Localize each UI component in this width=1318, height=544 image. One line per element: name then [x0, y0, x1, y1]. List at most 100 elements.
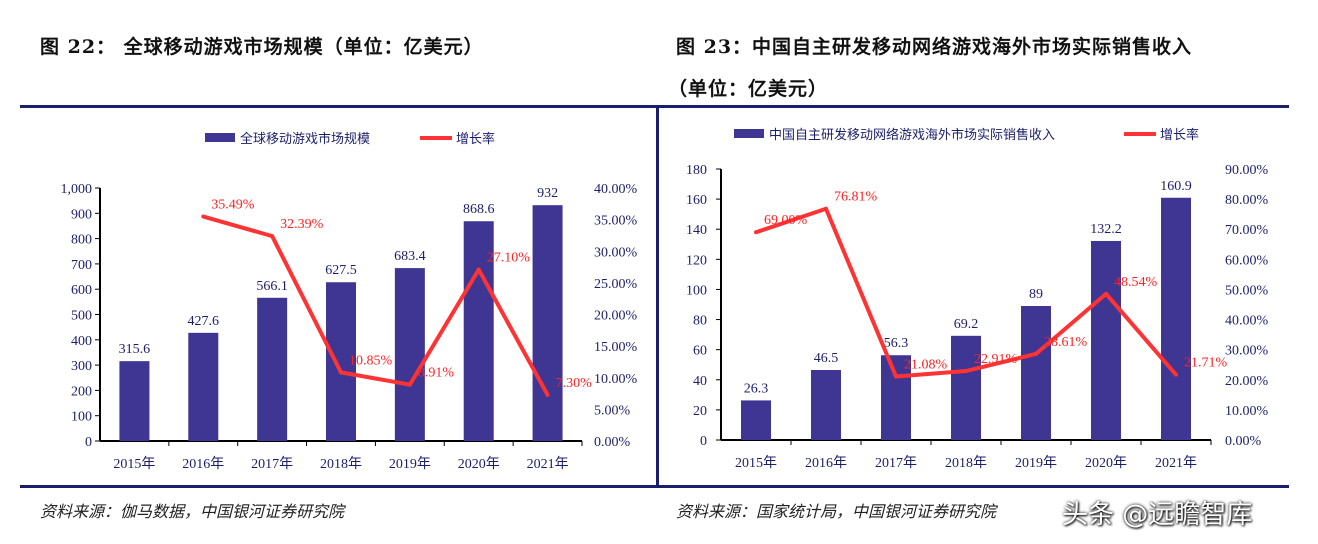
- bar: [1091, 240, 1121, 440]
- bar-value-label: 26.3: [744, 381, 769, 396]
- y2-tick-label: 10.00%: [1225, 404, 1269, 419]
- x-tick-label: 2018年: [320, 456, 362, 472]
- growth-rate-label: 7.30%: [556, 376, 593, 391]
- bar: [532, 205, 563, 441]
- bar: [463, 221, 494, 441]
- bar: [951, 335, 981, 440]
- bar-value-label: 89: [1029, 287, 1043, 302]
- x-tick-label: 2021年: [1155, 455, 1197, 471]
- y2-tick-label: 80.00%: [1225, 193, 1269, 208]
- growth-rate-point: [1034, 351, 1038, 356]
- bar: [811, 369, 841, 440]
- y-tick-label: 600: [71, 283, 92, 298]
- bar: [741, 400, 771, 440]
- growth-rate-point: [894, 374, 898, 379]
- legend-bar-swatch: [205, 133, 235, 142]
- x-tick-label: 2017年: [875, 455, 917, 471]
- y-tick-label: 800: [71, 233, 92, 248]
- left-chart: 全球移动游戏市场规模 增长率 0 100 200 300 400 500 600 700 800 90…: [61, 131, 638, 472]
- y2-tick-label: 40.00%: [1225, 314, 1269, 329]
- bar-value-label: 566.1: [256, 279, 288, 294]
- x-tick-label: 2016年: [182, 456, 224, 472]
- watermark: 头条 @远瞻智库: [1062, 500, 1253, 530]
- y2-tick-label: 50.00%: [1225, 283, 1269, 298]
- growth-rate-point: [270, 234, 275, 239]
- x-tick-label: 2019年: [1015, 455, 1057, 471]
- growth-rate-point: [964, 369, 968, 374]
- bar: [881, 355, 911, 440]
- legend-line-label: 增长率: [1160, 127, 1199, 142]
- growth-rate-label: 21.71%: [1184, 356, 1228, 371]
- y-tick-label: 300: [71, 359, 92, 374]
- bar-value-label: 132.2: [1090, 222, 1122, 237]
- y2-tick-label: 20.00%: [594, 309, 638, 324]
- y2-tick-label: 20.00%: [1225, 374, 1269, 389]
- x-tick-label: 2015年: [735, 455, 777, 471]
- bar-value-label: 932: [537, 186, 558, 201]
- y-tick-label: 0: [85, 435, 92, 450]
- bar: [1161, 197, 1191, 440]
- y2-tick-label: 30.00%: [594, 245, 638, 260]
- y2-tick-label: 15.00%: [594, 340, 638, 355]
- y-tick-label: 700: [71, 258, 92, 273]
- bar: [119, 361, 150, 441]
- y2-tick-label: 60.00%: [1225, 253, 1269, 268]
- growth-rate-point: [1104, 291, 1108, 296]
- growth-rate-label: 10.85%: [349, 353, 393, 368]
- growth-rate-label: 22.91%: [974, 352, 1018, 367]
- bar-value-label: 69.2: [954, 317, 979, 332]
- growth-rate-label: 35.49%: [211, 198, 255, 213]
- y2-tick-label: 25.00%: [594, 277, 638, 292]
- right-figure-title: 图 23：中国自主研发移动网络游戏海外市场实际销售收入: [676, 36, 1193, 58]
- bar-value-label: 427.6: [188, 314, 220, 329]
- growth-rate-label: 27.10%: [487, 251, 531, 266]
- legend-line-swatch: [420, 136, 452, 140]
- y-tick-label: 1,000: [61, 182, 93, 197]
- y-tick-label: 400: [71, 334, 92, 349]
- right-chart-frame: 中国自主研发移动网络游戏海外市场实际销售收入 增长率 0 20 40 60 80 100 120…: [656, 105, 1289, 488]
- y-tick-label: 60: [693, 344, 707, 359]
- legend-line-swatch: [1124, 132, 1156, 136]
- bar-value-label: 56.3: [884, 336, 909, 351]
- y-tick-label: 160: [686, 193, 707, 208]
- growth-rate-point: [824, 206, 828, 211]
- bar: [188, 332, 219, 441]
- y2-tick-label: 0.00%: [1225, 434, 1262, 449]
- growth-rate-label: 48.54%: [1114, 275, 1158, 290]
- left-chart-frame: 全球移动游戏市场规模 增长率 0 100 200 300 400 500 600 700 800 90…: [20, 105, 659, 488]
- y-tick-label: 80: [693, 314, 707, 329]
- y2-tick-label: 10.00%: [594, 372, 638, 387]
- y-tick-label: 140: [686, 223, 707, 238]
- y2-tick-label: 35.00%: [594, 214, 638, 229]
- growth-rate-point: [407, 382, 412, 387]
- right-chart: 中国自主研发移动网络游戏海外市场实际销售收入 增长率 0 20 40 60 80 100 120…: [686, 127, 1269, 471]
- y2-tick-label: 30.00%: [1225, 344, 1269, 359]
- bar-value-label: 315.6: [119, 342, 151, 357]
- y-tick-label: 180: [686, 163, 707, 178]
- growth-rate-point: [476, 267, 481, 272]
- legend-line-label: 增长率: [456, 131, 495, 146]
- bar-value-label: 160.9: [1160, 179, 1192, 194]
- x-tick-label: 2020年: [1085, 455, 1127, 471]
- y-tick-label: 100: [686, 283, 707, 298]
- x-tick-label: 2018年: [945, 455, 987, 471]
- x-tick-label: 2020年: [458, 456, 500, 472]
- right-source-note: 资料来源：国家统计局，中国银河证券研究院: [676, 502, 997, 521]
- left-source-note: 资料来源：伽马数据，中国银河证券研究院: [40, 502, 345, 521]
- x-tick-label: 2016年: [805, 455, 847, 471]
- growth-rate-point: [201, 214, 206, 219]
- bar-value-label: 868.6: [463, 202, 495, 217]
- right-figure-title-unit: （单位：亿美元）: [668, 78, 829, 100]
- y-tick-label: 0: [700, 434, 707, 449]
- bar: [326, 282, 356, 441]
- x-tick-label: 2019年: [389, 456, 431, 472]
- x-tick-label: 2015年: [113, 456, 155, 472]
- y2-tick-label: 0.00%: [594, 435, 631, 450]
- legend-bar-label: 中国自主研发移动网络游戏海外市场实际销售收入: [769, 127, 1055, 142]
- y2-tick-label: 5.00%: [594, 403, 631, 418]
- bar-value-label: 46.5: [814, 351, 839, 366]
- y-tick-label: 120: [686, 253, 707, 268]
- legend-bar-swatch: [734, 129, 764, 138]
- growth-rate-point: [545, 392, 550, 397]
